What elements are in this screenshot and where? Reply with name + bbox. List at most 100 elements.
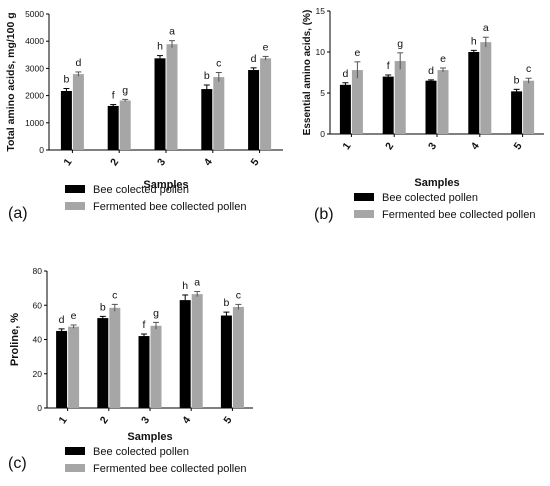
significance-letter: a [194, 277, 200, 289]
panel-label: (a) [8, 205, 28, 222]
bar [232, 306, 244, 408]
bar [109, 307, 121, 408]
x-tick-label: 1 [61, 156, 74, 168]
significance-letter: c [236, 289, 241, 301]
legend-label: Bee colected pollen [382, 192, 478, 204]
bar [201, 89, 213, 150]
x-tick-label: 5 [512, 140, 525, 152]
significance-letter: b [204, 70, 210, 82]
y-tick-label: 60 [33, 300, 43, 310]
bar [260, 58, 272, 150]
bar [213, 77, 225, 150]
legend-swatch [354, 193, 374, 201]
significance-letter: h [182, 280, 188, 292]
legend-label: Bee colected pollen [93, 184, 189, 196]
x-tick-label: 1 [340, 140, 353, 152]
y-tick-label: 40 [33, 335, 43, 345]
bar [437, 70, 449, 134]
y-axis-title: Essential amino acids, (%) [302, 10, 313, 136]
bar [119, 100, 131, 150]
x-axis-title: Samples [414, 177, 459, 189]
significance-letter: d [342, 68, 348, 80]
x-tick-label: 2 [98, 414, 111, 426]
legend-label: Fermented bee collected pollen [382, 209, 535, 221]
y-tick-label: 3000 [25, 63, 44, 73]
x-tick-label: 4 [180, 414, 193, 426]
x-tick-label: 3 [426, 140, 439, 152]
significance-letter: d [75, 57, 81, 69]
x-tick-label: 2 [108, 156, 121, 168]
significance-letter: h [471, 35, 477, 47]
significance-letter: d [428, 65, 434, 77]
bar [511, 91, 523, 134]
significance-letter: e [354, 47, 360, 59]
x-tick-label: 4 [469, 140, 482, 152]
legend-label: Fermented bee collected pollen [93, 201, 246, 213]
y-tick-label: 2000 [25, 91, 44, 101]
bar [191, 294, 203, 408]
panel-label: (b) [314, 206, 334, 223]
significance-letter: b [514, 74, 520, 86]
bar [523, 80, 535, 134]
bar [339, 84, 351, 134]
significance-letter: a [169, 26, 175, 38]
x-axis-title: Samples [143, 179, 188, 191]
y-tick-label: 5 [320, 88, 325, 98]
significance-letter: a [483, 22, 489, 34]
significance-letter: g [397, 38, 403, 50]
significance-letter: f [112, 90, 115, 102]
legend: Bee colected pollen Fermented bee collect… [354, 192, 535, 221]
significance-letter: c [216, 57, 221, 69]
significance-letter: d [59, 314, 65, 326]
y-tick-label: 0 [37, 403, 42, 413]
bar [351, 70, 363, 134]
y-tick-label: 1000 [25, 118, 44, 128]
significance-letter: c [526, 63, 531, 75]
legend: Bee colected pollen Fermented bee collect… [65, 446, 246, 475]
legend-swatch [65, 202, 85, 210]
significance-letter: g [153, 307, 159, 319]
significance-letter: d [251, 53, 257, 65]
significance-letter: f [143, 319, 146, 331]
bar [138, 336, 150, 408]
x-tick-label: 5 [249, 156, 262, 168]
x-tick-label: 4 [202, 156, 215, 168]
bar [72, 74, 84, 150]
x-tick-label: 3 [139, 414, 152, 426]
x-tick-label: 2 [383, 140, 396, 152]
bar [480, 42, 492, 134]
legend: Bee colected pollen Fermented bee collect… [65, 184, 246, 213]
bar [220, 315, 232, 408]
significance-letter: b [100, 301, 106, 313]
bar [166, 44, 178, 150]
x-tick-label: 3 [155, 156, 168, 168]
significance-letter: e [440, 53, 446, 65]
significance-letter: e [71, 310, 77, 322]
y-tick-label: 4000 [25, 36, 44, 46]
significance-letter: e [263, 41, 269, 53]
y-tick-label: 20 [33, 369, 43, 379]
bar [150, 325, 162, 408]
significance-letter: h [157, 41, 163, 53]
bar [468, 52, 480, 134]
bar [56, 330, 68, 408]
panel-label: (c) [8, 455, 27, 472]
bar [97, 318, 109, 408]
y-tick-label: 0 [39, 145, 44, 155]
bar [179, 300, 191, 408]
x-tick-label: 5 [221, 414, 234, 426]
x-axis-title: Samples [127, 431, 172, 443]
legend-swatch [354, 210, 374, 218]
significance-letter: c [112, 289, 117, 301]
bar [68, 326, 80, 408]
y-tick-label: 10 [316, 47, 326, 57]
y-tick-label: 80 [33, 266, 43, 276]
significance-letter: g [122, 84, 128, 96]
y-axis-title: Total amino acids, mg/100 g [5, 12, 17, 151]
significance-letter: b [63, 74, 69, 86]
bar [60, 90, 72, 150]
